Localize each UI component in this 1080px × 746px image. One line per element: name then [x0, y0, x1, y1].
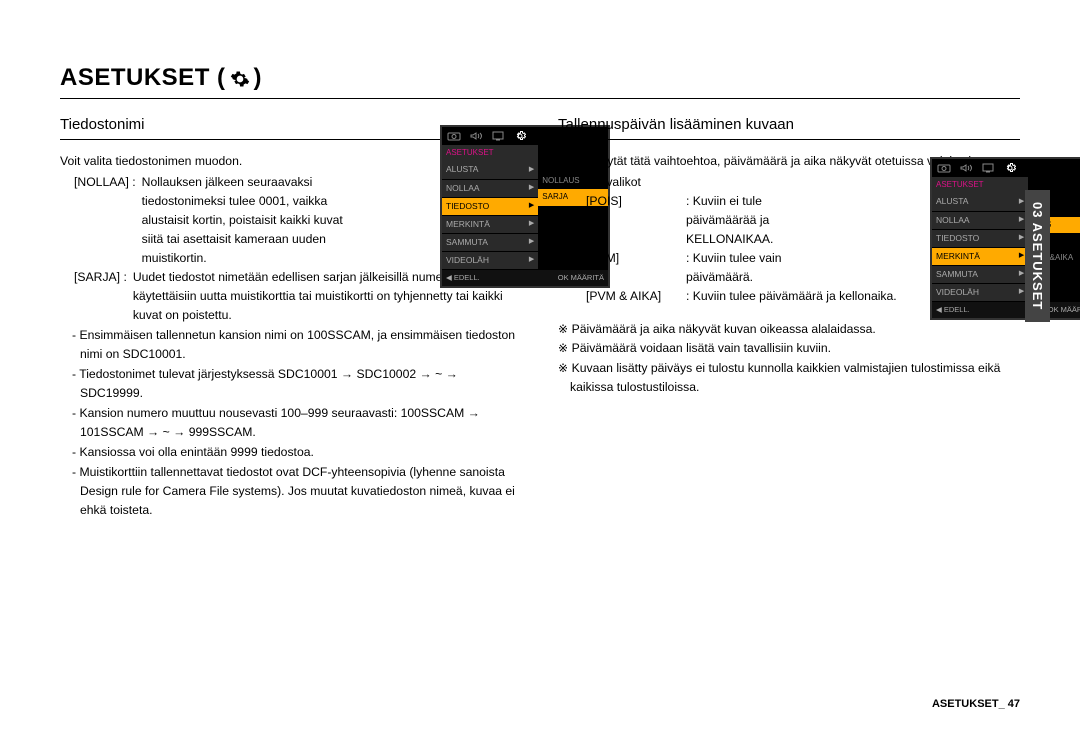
lcd-row: SAMMUTA▶: [442, 234, 538, 252]
lcd-footer-right: OK MÄÄRITÄ: [1048, 304, 1080, 316]
lcd-row: NOLLAA▶: [442, 180, 538, 198]
sound-icon: [958, 162, 974, 174]
camera-icon: [446, 130, 462, 142]
two-column-layout: Tiedostonimi Voit valita tiedostonimen m…: [60, 113, 1020, 520]
lcd-row: VIDEOLÄH▶: [442, 252, 538, 270]
title-prefix: ASETUKSET (: [60, 64, 226, 92]
lcd-menu: ASETUKSET ALUSTA▶ NOLLAA▶ TIEDOSTO▶ MERK…: [932, 177, 1028, 302]
title-suffix: ): [254, 64, 263, 92]
lcd-row-highlighted: TIEDOSTO▶: [442, 198, 538, 216]
lcd-row: VIDEOLÄH▶: [932, 284, 1028, 302]
right-heading: Tallennuspäivän lisääminen kuvaan: [558, 113, 1020, 140]
side-tab: 03 ASETUKSET: [1025, 190, 1050, 322]
lcd-menu: ASETUKSET ALUSTA▶ NOLLAA▶ TIEDOSTO▶ MERK…: [442, 145, 538, 270]
lcd-row: TIEDOSTO▶: [932, 230, 1028, 248]
lcd-section-label: ASETUKSET: [442, 145, 538, 161]
gear-icon: [512, 130, 528, 142]
lcd-footer-left: ◀ EDELL.: [446, 272, 480, 284]
sound-icon: [468, 130, 484, 142]
list-item: - Muistikorttiin tallennettavat tiedosto…: [80, 463, 522, 520]
lcd-tabs: [932, 159, 1080, 177]
display-icon: [490, 130, 506, 142]
list-item: - Kansiossa voi olla enintään 9999 tiedo…: [80, 443, 522, 462]
lcd-row: NOLLAA▶: [932, 212, 1028, 230]
lcd-row: SAMMUTA▶: [932, 266, 1028, 284]
manual-page: ASETUKSET ( ) Tiedostonimi Voit valita t…: [0, 0, 1080, 746]
lcd-row: ALUSTA▶: [442, 161, 538, 179]
list-item: - Tiedostonimet tulevat järjestyksessä S…: [80, 365, 522, 403]
left-column: Tiedostonimi Voit valita tiedostonimen m…: [60, 113, 522, 520]
lcd-footer-left: ◀ EDELL.: [936, 304, 970, 316]
right-column: Tallennuspäivän lisääminen kuvaan Jos kä…: [558, 113, 1020, 520]
page-title: ASETUKSET ( ): [60, 64, 1020, 99]
notes-list: ※ Päivämäärä ja aika näkyvät kuvan oikea…: [558, 320, 1020, 398]
gear-icon: [1002, 162, 1018, 174]
lcd-row: MERKINTÄ▶: [442, 216, 538, 234]
def-key: [NOLLAA] :: [74, 173, 142, 192]
list-item: ※ Päivämäärä voidaan lisätä vain tavalli…: [570, 339, 1020, 358]
list-item: - Ensimmäisen tallennetun kansion nimi o…: [80, 326, 522, 364]
display-icon: [980, 162, 996, 174]
list-item: ※ Kuvaan lisätty päiväys ei tulostu kunn…: [570, 359, 1020, 397]
lcd-row: ALUSTA▶: [932, 193, 1028, 211]
camera-icon: [936, 162, 952, 174]
list-item: - Kansion numero muuttuu nousevasti 100–…: [80, 404, 522, 442]
camera-lcd-screenshot-2: ASETUKSET ALUSTA▶ NOLLAA▶ TIEDOSTO▶ MERK…: [930, 157, 1080, 320]
list-item: ※ Päivämäärä ja aika näkyvät kuvan oikea…: [570, 320, 1020, 339]
lcd-section-label: ASETUKSET: [932, 177, 1028, 193]
lcd-row-highlighted: MERKINTÄ▶: [932, 248, 1028, 266]
def-key: [POIS]: [586, 192, 686, 211]
def-key: [SARJA] :: [74, 268, 133, 287]
def-key: [PVM & AIKA]: [586, 287, 686, 306]
lcd-body: ASETUKSET ALUSTA▶ NOLLAA▶ TIEDOSTO▶ MERK…: [932, 177, 1080, 302]
page-footer: ASETUKSET_ 47: [932, 698, 1020, 710]
lcd-footer: ◀ EDELL. OK MÄÄRITÄ: [932, 302, 1080, 318]
def-key: [PVM]: [586, 249, 686, 268]
left-bullet-list: - Ensimmäisen tallennetun kansion nimi o…: [60, 326, 522, 519]
gear-icon: [230, 68, 250, 88]
